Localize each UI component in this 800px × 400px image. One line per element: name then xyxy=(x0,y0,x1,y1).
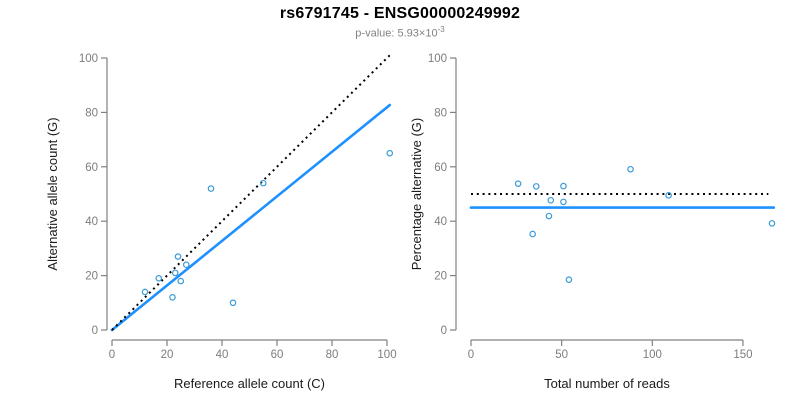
x-tick-label: 40 xyxy=(216,349,229,361)
data-point xyxy=(514,180,522,187)
y-tick-label: 20 xyxy=(434,271,447,283)
data-point xyxy=(155,275,163,282)
p-value-text: p-value: 5.93×10 xyxy=(355,27,438,40)
data-point xyxy=(529,230,536,238)
x-tick-label: 60 xyxy=(271,349,284,361)
data-point xyxy=(532,183,540,190)
x-tick-label: 0 xyxy=(109,349,115,361)
data-point xyxy=(207,185,215,192)
y-tick-label: 0 xyxy=(92,325,98,337)
x-axis-title: Reference allele count (C) xyxy=(174,376,325,391)
allele-counts-scatter: 0 20 40 60 80 100 0 20 40 60 80 100 Reference allele… xyxy=(45,53,397,391)
y-axis-title: Alternative allele count (G) xyxy=(45,117,60,270)
p-value-subtitle: p-value: 5.93×10-3 xyxy=(0,25,800,40)
data-point xyxy=(182,261,190,269)
y-tick-label: 40 xyxy=(434,216,447,228)
data-point xyxy=(665,192,672,199)
x-tick-label: 100 xyxy=(643,349,662,361)
data-point xyxy=(177,277,185,285)
x-tick-label: 80 xyxy=(326,349,339,361)
data-point xyxy=(768,220,776,227)
data-point xyxy=(565,276,573,283)
data-point xyxy=(627,165,634,173)
x-tick-label: 50 xyxy=(555,349,568,361)
data-point xyxy=(174,253,182,260)
data-point xyxy=(545,212,553,220)
y-axis-title: Percentage alternative (G) xyxy=(409,118,424,270)
p-value-exponent: -3 xyxy=(437,25,445,34)
identity-line xyxy=(111,54,391,331)
data-point xyxy=(560,198,567,206)
y-tick-label: 60 xyxy=(434,162,447,174)
y-tick-label: 60 xyxy=(85,162,98,174)
data-point xyxy=(259,179,267,187)
y-tick-label: 40 xyxy=(85,216,98,228)
page-title: rs6791745 - ENSG00000249992 xyxy=(279,5,521,22)
data-point xyxy=(560,182,567,190)
y-tick-label: 80 xyxy=(434,107,447,119)
y-tick-label: 80 xyxy=(85,107,98,119)
y-tick-label: 100 xyxy=(79,53,98,65)
regression-line xyxy=(110,103,392,332)
data-point xyxy=(229,299,237,307)
data-point xyxy=(141,288,149,296)
data-point xyxy=(169,294,176,301)
y-tick-label: 20 xyxy=(85,271,98,283)
y-tick-label: 0 xyxy=(441,325,447,337)
x-tick-label: 20 xyxy=(161,349,174,361)
x-tick-label: 150 xyxy=(733,349,752,361)
y-tick-label: 100 xyxy=(428,53,447,65)
x-axis-title: Total number of reads xyxy=(544,376,670,391)
data-point xyxy=(386,149,394,157)
x-tick-label: 0 xyxy=(468,349,474,361)
x-tick-label: 100 xyxy=(377,349,396,361)
percentage-vs-reads-scatter: 0 20 40 60 80 100 0 50 100 150 Total number of rea… xyxy=(409,53,776,391)
data-point xyxy=(547,196,555,204)
data-point xyxy=(171,269,179,277)
